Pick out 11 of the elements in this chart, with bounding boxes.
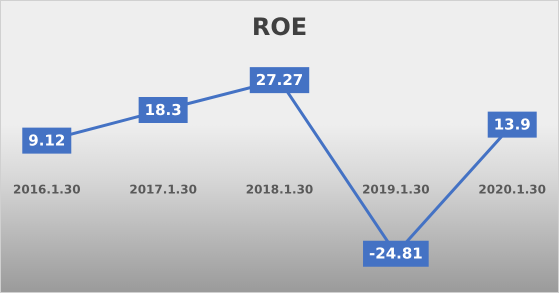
x-tick-label: 2020.1.30 (478, 182, 546, 196)
x-tick-label: 2017.1.30 (129, 182, 197, 196)
data-label: 9.12 (28, 131, 66, 150)
data-label: 27.27 (256, 70, 304, 89)
x-tick-label: 2019.1.30 (362, 182, 430, 196)
x-tick-label: 2016.1.30 (12, 182, 81, 196)
chart-title: ROE (250, 13, 308, 41)
data-label: 13.9 (494, 116, 531, 134)
x-tick-label: 2018.1.30 (246, 182, 314, 196)
data-label: 18.3 (144, 100, 182, 119)
data-label: -24.81 (369, 244, 423, 263)
